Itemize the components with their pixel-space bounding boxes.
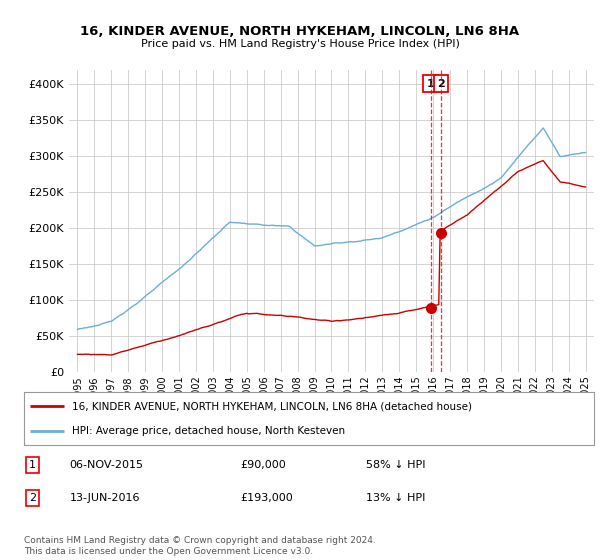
Text: HPI: Average price, detached house, North Kesteven: HPI: Average price, detached house, Nort… (73, 426, 346, 436)
Text: 58% ↓ HPI: 58% ↓ HPI (366, 460, 425, 470)
Text: 06-NOV-2015: 06-NOV-2015 (70, 460, 143, 470)
Text: £90,000: £90,000 (241, 460, 286, 470)
Text: 16, KINDER AVENUE, NORTH HYKEHAM, LINCOLN, LN6 8HA (detached house): 16, KINDER AVENUE, NORTH HYKEHAM, LINCOL… (73, 402, 472, 412)
Text: Contains HM Land Registry data © Crown copyright and database right 2024.
This d: Contains HM Land Registry data © Crown c… (24, 536, 376, 556)
Text: 2: 2 (437, 78, 445, 88)
Text: 16, KINDER AVENUE, NORTH HYKEHAM, LINCOLN, LN6 8HA: 16, KINDER AVENUE, NORTH HYKEHAM, LINCOL… (80, 25, 520, 38)
Text: 1: 1 (29, 460, 36, 470)
Text: 13% ↓ HPI: 13% ↓ HPI (366, 493, 425, 503)
Text: Price paid vs. HM Land Registry's House Price Index (HPI): Price paid vs. HM Land Registry's House … (140, 39, 460, 49)
Text: £193,000: £193,000 (241, 493, 293, 503)
Text: 13-JUN-2016: 13-JUN-2016 (70, 493, 140, 503)
Text: 1: 1 (427, 78, 434, 88)
Text: 2: 2 (29, 493, 36, 503)
